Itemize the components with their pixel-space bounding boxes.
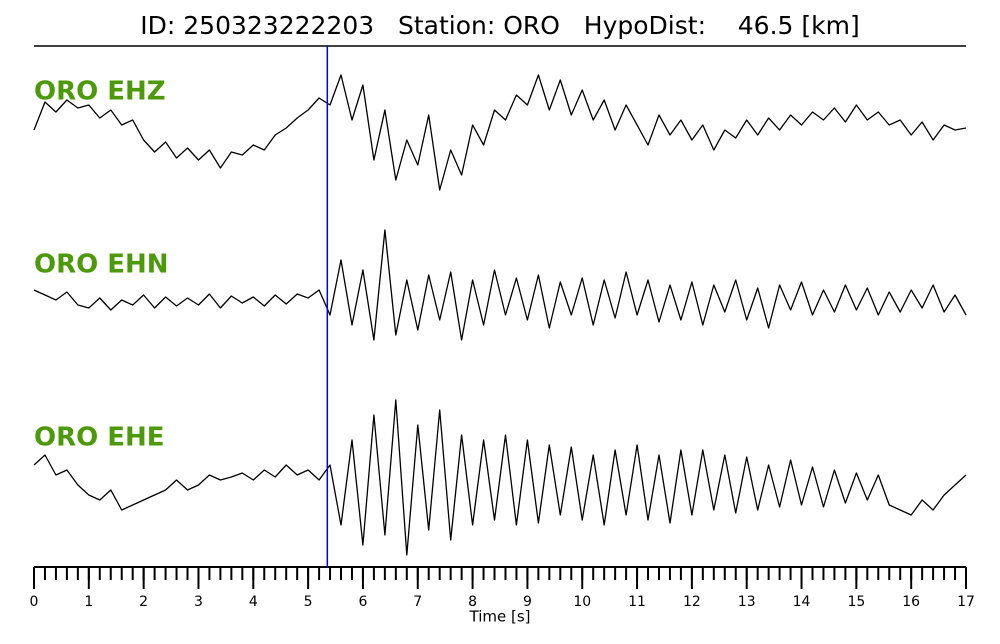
trace-label: ORO EHE <box>34 423 165 453</box>
x-tick-label: 1 <box>84 594 93 610</box>
x-tick-label: 7 <box>413 594 422 610</box>
x-tick-label: 5 <box>304 594 313 610</box>
x-tick-label: 2 <box>139 594 148 610</box>
x-axis-label: Time [s] <box>469 608 531 626</box>
x-tick-label: 8 <box>468 594 477 610</box>
x-tick-label: 16 <box>902 594 920 610</box>
waveform <box>33 399 967 556</box>
x-tick-label: 13 <box>738 594 756 610</box>
x-tick-label: 0 <box>30 594 39 610</box>
waveform <box>33 74 967 191</box>
x-tick-label: 4 <box>249 594 258 610</box>
waveform <box>33 229 967 341</box>
x-tick-label: 15 <box>847 594 865 610</box>
trace-label: ORO EHZ <box>34 77 166 107</box>
trace-label: ORO EHN <box>34 250 169 280</box>
x-tick-label: 10 <box>573 594 591 610</box>
x-tick-label: 6 <box>358 594 367 610</box>
x-tick-label: 14 <box>793 594 811 610</box>
x-tick-label: 9 <box>523 594 532 610</box>
x-tick-label: 3 <box>194 594 203 610</box>
x-tick-label: 11 <box>628 594 646 610</box>
chart-title: ID: 250323222203 Station: ORO HypoDist: … <box>140 11 859 40</box>
x-tick-label: 12 <box>683 594 701 610</box>
x-tick-label: 17 <box>957 594 975 610</box>
